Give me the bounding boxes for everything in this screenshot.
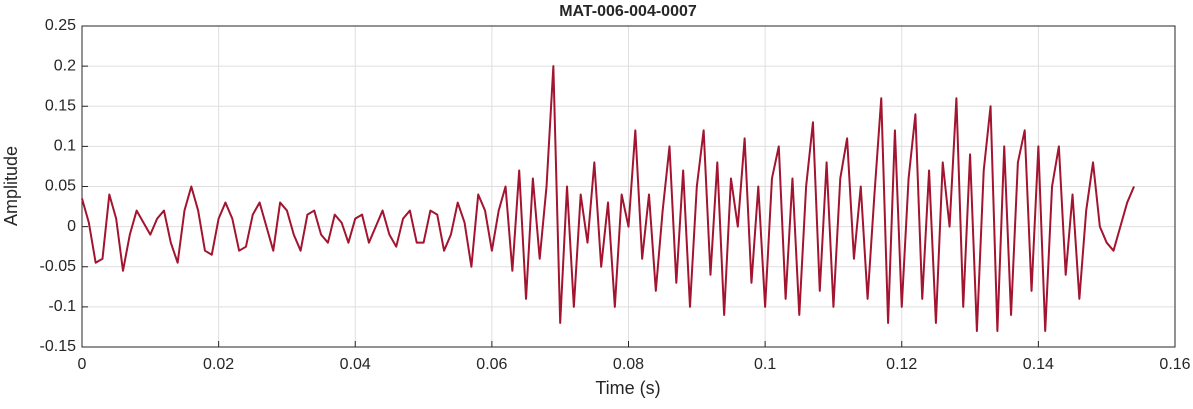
x-tick-label: 0.04 bbox=[340, 356, 371, 373]
y-tick-label: -0.15 bbox=[40, 338, 77, 355]
x-tick-label: 0.14 bbox=[1023, 356, 1054, 373]
x-tick-label: 0.16 bbox=[1159, 356, 1190, 373]
y-tick-label: 0 bbox=[67, 218, 76, 235]
y-tick-label: 0.15 bbox=[45, 97, 76, 114]
y-tick-label: 0.05 bbox=[45, 178, 76, 195]
x-axis-label: Time (s) bbox=[595, 378, 660, 398]
x-tick-label: 0.06 bbox=[476, 356, 507, 373]
x-tick-label: 0.08 bbox=[613, 356, 644, 373]
y-tick-label: 0.2 bbox=[54, 57, 76, 74]
plot-frame bbox=[81, 25, 1176, 348]
line-series bbox=[81, 65, 1135, 332]
x-tick-label: 0.1 bbox=[754, 356, 776, 373]
y-tick-label: -0.05 bbox=[40, 258, 77, 275]
x-tick-label: 0 bbox=[78, 356, 87, 373]
y-tick-label: 0.25 bbox=[45, 17, 76, 34]
x-tick-label: 0.12 bbox=[886, 356, 917, 373]
y-axis-label: Amplitude bbox=[1, 146, 21, 226]
chart-title: MAT-006-004-0007 bbox=[559, 3, 697, 20]
y-tick-label: -0.1 bbox=[48, 298, 76, 315]
x-tick-label: 0.02 bbox=[203, 356, 234, 373]
y-tick-label: 0.1 bbox=[54, 138, 76, 155]
